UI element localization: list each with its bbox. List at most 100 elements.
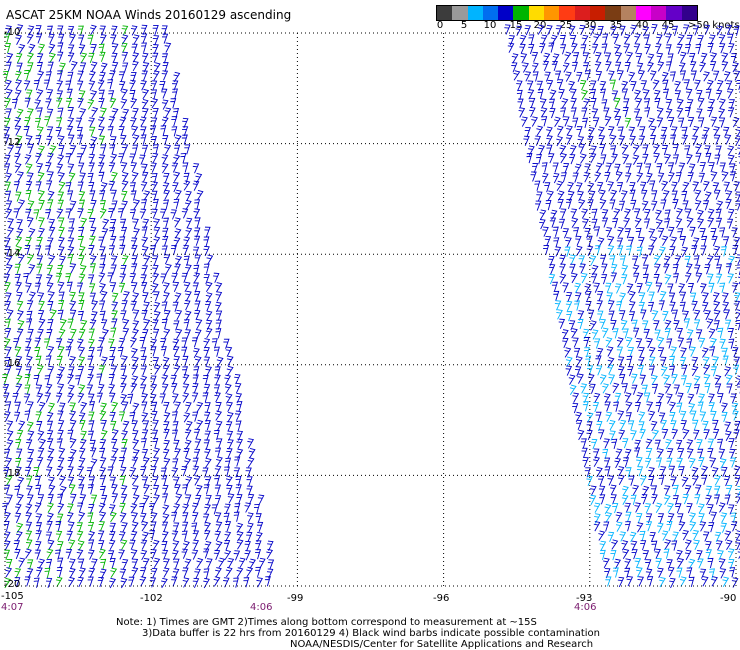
wind-barb [658,412,666,423]
wind-barb [557,198,564,210]
wind-barb [226,484,233,496]
wind-barb [89,263,96,274]
wind-barb [235,475,242,487]
wind-barb [4,448,11,459]
wind-barb [605,162,613,173]
wind-barb [6,309,14,320]
wind-barb [5,365,12,376]
wind-barb [638,236,645,248]
wind-barb [5,190,12,201]
wind-barb [192,577,200,589]
wind-barb [698,513,705,524]
wind-barb [69,263,77,274]
wind-barb [663,88,669,99]
wind-barb [163,189,171,200]
wind-barb [640,181,647,192]
wind-barb [15,374,23,386]
note-line-2: 3)Data buffer is 22 hrs from 20160129 4)… [142,628,600,639]
wind-barb [539,43,546,54]
wind-barb [120,365,127,376]
lat-label-12: -12 [4,137,21,148]
wind-barb [161,521,169,532]
wind-barb [694,319,701,330]
wind-barb [534,135,541,146]
time-label-left: 4:07 [1,602,24,613]
wind-barb [605,61,612,72]
wind-barb [150,162,157,173]
wind-barb [597,237,605,248]
wind-barb [152,484,160,496]
wind-barb [161,383,169,394]
wind-barb [132,430,139,441]
wind-barb [541,172,549,184]
wind-barb [174,217,181,228]
wind-barb [664,153,672,165]
lon-label-99: -99 [287,593,304,604]
wind-barb [46,126,54,137]
wind-barb [684,106,691,118]
wind-barb [664,539,672,550]
wind-barb [692,25,700,36]
wind-barb [693,309,701,320]
wind-barb [121,180,129,191]
wind-barb [225,475,233,487]
wind-barb [67,503,74,514]
wind-barb [598,475,605,486]
wind-barb [609,430,616,441]
wind-barb [659,246,666,257]
wind-barb [88,504,95,515]
wind-barb [715,383,722,394]
wind-barb [586,365,594,376]
wind-barb [181,208,189,219]
wind-barb [36,456,44,468]
wind-barb [194,300,201,311]
wind-barb [582,218,589,229]
wind-barb [648,228,656,239]
wind-barb [652,383,658,394]
wind-barb [7,144,15,155]
wind-barb [205,310,213,321]
wind-barb [701,465,709,476]
wind-barb [650,236,658,247]
wind-barb [560,107,567,118]
wind-barbs-layer [2,23,740,589]
wind-barb [161,475,168,486]
wind-barb [676,107,684,118]
wind-barb [111,429,119,440]
wind-barb [162,364,170,376]
wind-barb [214,530,222,542]
wind-barb [225,393,233,404]
wind-barb [599,540,607,551]
wind-barb [689,346,696,357]
wind-barb [531,51,539,63]
wind-barb [122,420,130,432]
wind-barb [536,80,543,91]
wind-barb [593,456,600,467]
wind-barb [67,476,75,487]
colorbar-swatch [482,6,499,20]
wind-barb [605,337,613,348]
wind-barb [163,428,170,440]
wind-barb [727,273,734,284]
wind-barb [681,134,689,145]
wind-barb [544,235,552,247]
wind-barb [225,346,233,357]
wind-barb [674,255,682,266]
wind-barb [132,449,140,460]
wind-barb [3,549,11,560]
wind-barb [215,291,223,302]
wind-barb [565,300,573,312]
wind-barb [247,438,254,449]
wind-barb [44,116,51,127]
wind-barb [78,476,85,487]
wind-barb [79,108,87,119]
wind-barb [191,392,199,403]
wind-barb [580,44,587,55]
wind-barb [132,356,139,367]
wind-barb [38,199,45,211]
wind-barb [173,108,179,119]
wind-barb [598,530,606,541]
wind-barb [591,273,598,284]
wind-barb [589,255,597,266]
wind-barb [723,309,731,320]
